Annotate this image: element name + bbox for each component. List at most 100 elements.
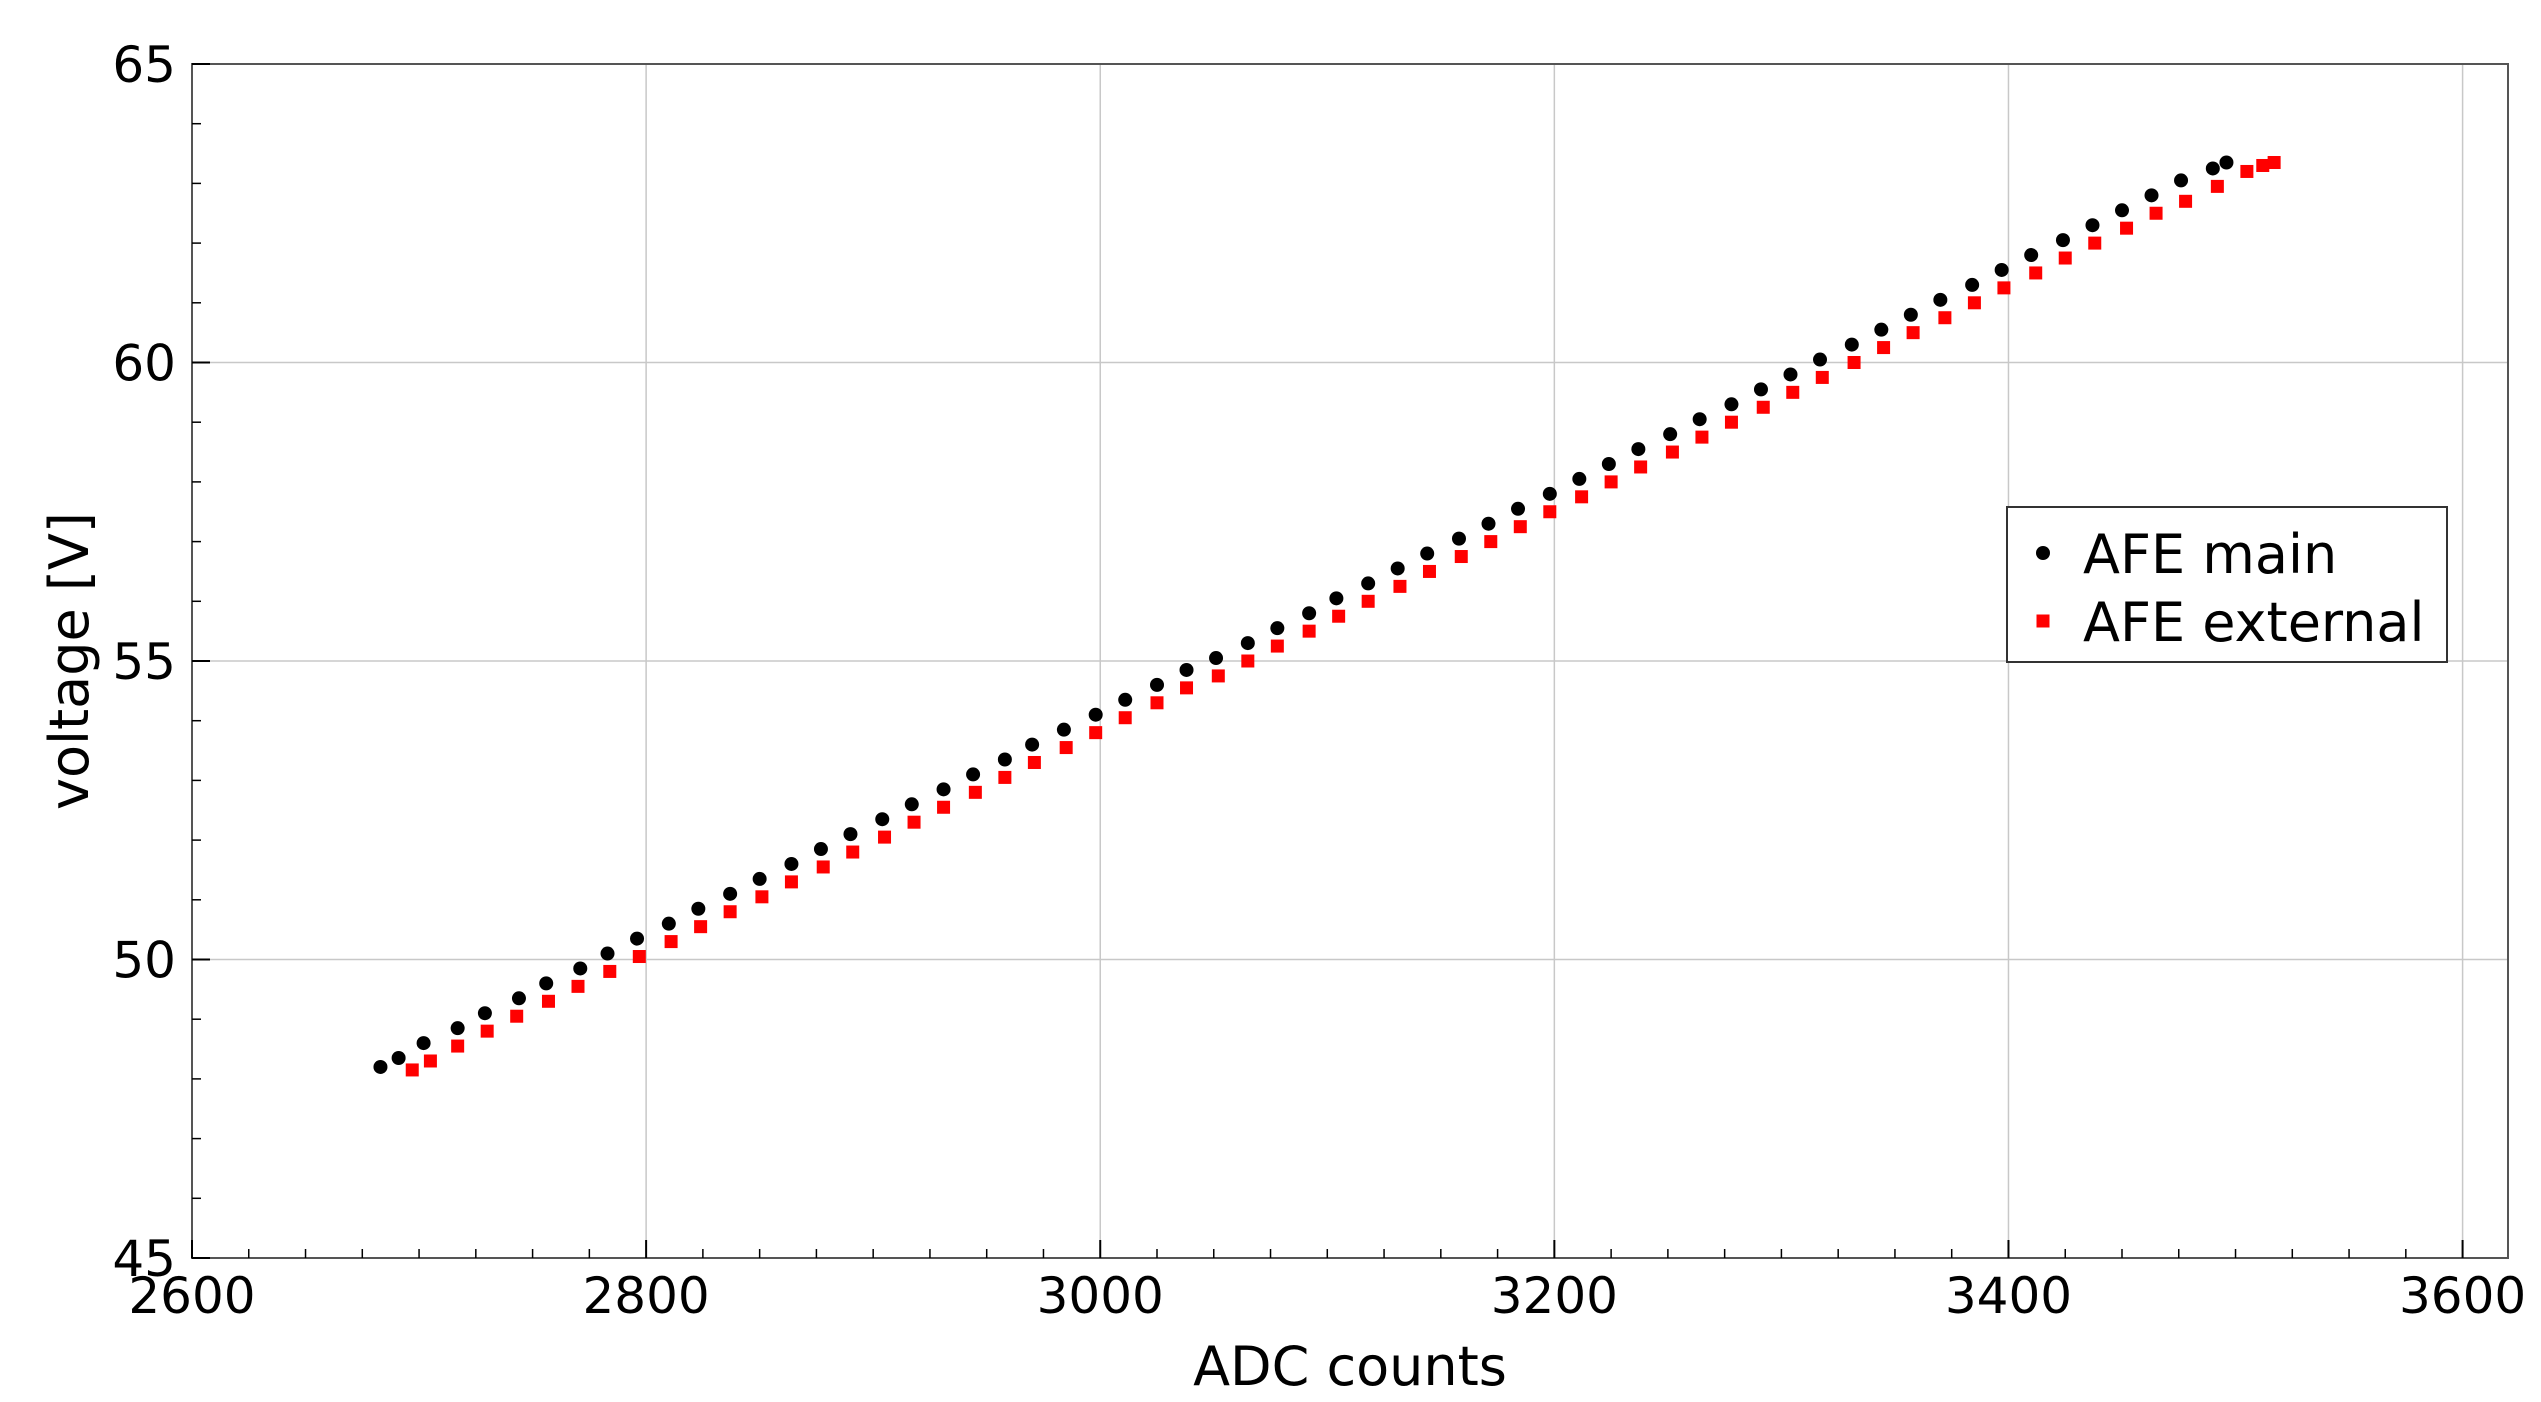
data-point (630, 931, 645, 946)
data-point (1390, 561, 1405, 576)
data-point (1150, 677, 1164, 692)
data-point (2179, 194, 2193, 208)
data-point (1056, 722, 1071, 737)
data-point (541, 994, 555, 1008)
data-point (2115, 203, 2129, 218)
data-point (1874, 322, 1889, 337)
data-point (1783, 367, 1798, 382)
data-point (1967, 296, 1981, 310)
legend-label-afe-main: AFE main (2083, 523, 2337, 586)
data-point (1420, 546, 1435, 561)
data-point (875, 812, 890, 827)
data-point (1240, 636, 1255, 651)
data-point (1543, 505, 1557, 519)
data-point (2120, 221, 2134, 235)
x-tick-label: 3600 (2399, 1267, 2526, 1325)
data-point (391, 1051, 406, 1066)
data-point (2174, 173, 2189, 188)
data-point (1089, 726, 1103, 740)
x-tick-label: 3200 (1491, 1267, 1618, 1325)
data-point (723, 905, 737, 919)
data-point (573, 961, 588, 976)
series-afe-external (405, 156, 2281, 1077)
data-point (1484, 535, 1498, 549)
x-tick-label: 3400 (1945, 1267, 2072, 1325)
data-point (511, 991, 526, 1006)
y-axis-title: voltage [V] (38, 512, 101, 810)
data-point (1302, 606, 1317, 621)
data-point (571, 979, 585, 993)
data-point (416, 1036, 431, 1051)
data-point (1059, 741, 1073, 755)
data-point (1150, 696, 1164, 710)
data-point (2240, 164, 2254, 178)
data-point (1393, 579, 1407, 593)
data-point (477, 1006, 492, 1021)
data-point (1631, 442, 1646, 457)
data-point (1572, 471, 1587, 486)
x-tick-labels: 2600 2800 3000 3200 3400 3600 (128, 1267, 2526, 1325)
legend-box (2006, 506, 2448, 663)
data-point (936, 782, 951, 797)
data-point (450, 1021, 465, 1036)
data-point (1211, 669, 1225, 683)
data-point (1938, 311, 1952, 325)
data-point (1270, 639, 1284, 653)
data-point (816, 860, 830, 874)
data-point (1634, 460, 1648, 474)
data-point (1994, 262, 2009, 277)
data-point (2267, 156, 2281, 170)
data-point (2210, 179, 2224, 193)
data-point (1724, 397, 1739, 412)
data-point (600, 946, 615, 961)
data-point (907, 815, 921, 829)
x-tick-label: 2800 (582, 1267, 709, 1325)
data-point (2149, 206, 2163, 220)
data-point (451, 1039, 465, 1053)
data-point (1329, 591, 1344, 606)
data-point (480, 1024, 494, 1038)
data-point (1965, 277, 1980, 292)
data-point (2219, 155, 2234, 170)
data-point (846, 845, 860, 859)
data-point (997, 752, 1012, 767)
data-point (1813, 352, 1828, 367)
data-point (1209, 651, 1224, 666)
data-point (784, 856, 799, 871)
data-point (1511, 501, 1526, 516)
legend-marker-afe-main (2036, 546, 2050, 560)
data-point (423, 1054, 437, 1068)
data-point (1180, 681, 1194, 695)
y-tick-label: 55 (112, 633, 176, 691)
y-tick-label: 50 (112, 932, 176, 990)
data-point (694, 920, 708, 934)
data-point (1756, 400, 1770, 414)
axis-ticks (191, 63, 2464, 1259)
data-point (2085, 218, 2100, 233)
data-point (878, 830, 892, 844)
legend-label-afe-external: AFE external (2083, 591, 2424, 654)
data-point (1302, 624, 1316, 638)
data-point (1088, 707, 1103, 722)
x-axis-title: ADC counts (1193, 1335, 1507, 1398)
data-point (755, 890, 769, 904)
data-point (1663, 427, 1678, 442)
data-point (1933, 292, 1948, 307)
data-point (1454, 550, 1468, 564)
data-point (691, 901, 706, 916)
data-point (1481, 516, 1496, 531)
data-point (664, 935, 678, 949)
y-tick-labels: 45 50 55 60 65 (112, 36, 176, 1288)
data-point (1601, 456, 1616, 471)
data-point (1724, 415, 1738, 429)
data-point (784, 875, 798, 889)
data-point (1665, 445, 1679, 459)
data-point (2024, 248, 2039, 263)
data-point (1513, 520, 1527, 534)
data-point (1422, 564, 1436, 578)
data-point (966, 767, 981, 782)
data-point (904, 797, 919, 812)
data-point (723, 886, 738, 901)
data-point (1332, 609, 1346, 623)
series-afe-main (373, 155, 2234, 1074)
